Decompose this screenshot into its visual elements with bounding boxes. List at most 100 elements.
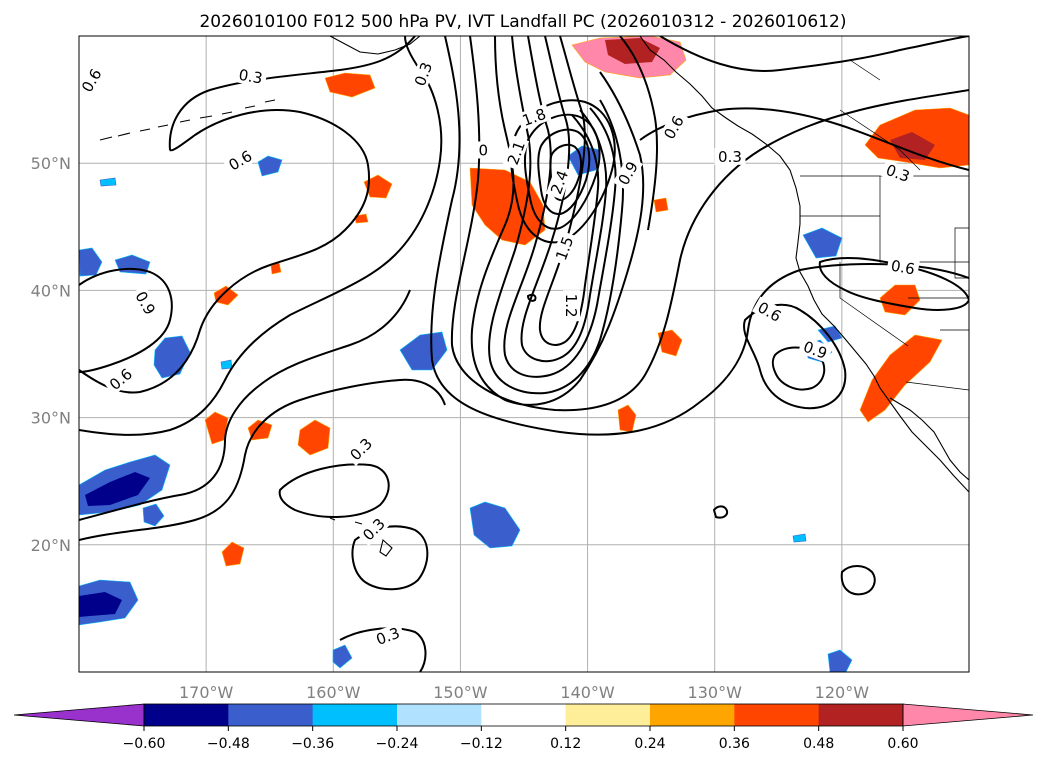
lon-tick-label: 130°W [688,683,743,702]
pv-contour-line [278,463,390,518]
colorbar-tick-label: 0.12 [550,736,581,752]
pv-contour-line [523,113,601,230]
positive-anomaly-region [859,334,943,423]
hawaiian-islands [329,517,393,557]
political-boundaries [800,59,969,391]
negative-anomaly-region [99,177,117,187]
negative-anomaly-region [469,501,521,549]
contour-label: 1.2 [562,290,581,322]
pv-contour-line [79,36,443,436]
pv-contour-line [430,36,969,436]
contour-label-text: 0.3 [718,148,742,166]
positive-anomaly-region [617,404,637,433]
positive-anomaly-region [363,174,393,199]
colorbar: −0.60 −0.48 −0.36 −0.24 −0.12 0.12 0.24 0.36 0.4… [13,703,1034,752]
contour-label-bg [563,290,581,322]
pv-contour-line [79,109,371,394]
aleutian-islands [99,99,276,141]
positive-anomaly-region [653,197,669,213]
lat-tick-label: 50°N [31,154,71,173]
north-america-coastline [639,36,969,493]
colorbar-block [734,704,820,726]
contour-label-bg [516,103,552,131]
colorbar-tick-label: −0.12 [460,736,503,752]
contour-label-bg [612,155,643,191]
longitude-tick-labels: 170°W 160°W 150°W 140°W 130°W 120°W [179,683,869,702]
colorbar-tick-label: −0.60 [123,736,166,752]
colorbar-tick-label: 0.36 [719,736,750,752]
lon-tick-label: 160°W [306,683,361,702]
pv-contour-line [743,303,847,410]
colorbar-block [650,704,735,726]
lat-tick-label: 20°N [31,536,71,555]
colorbar-under-extension [13,703,145,727]
pv-contour-line [659,36,969,72]
pv-contour-line [537,128,591,216]
negative-anomaly-region [257,155,283,177]
contour-label-bg [233,65,268,88]
baja-california-coastline [889,397,969,481]
contour-label-bg [222,145,258,176]
colorbar-tick-label: −0.48 [207,736,250,752]
colorbar-block [397,704,482,726]
map-background [79,36,969,672]
colorbar-tick-label: 0.48 [803,736,834,752]
pv-contours [79,36,969,672]
contour-label-bg [476,141,490,159]
positive-anomaly-region [657,329,683,357]
contour-label: 0 [476,141,490,159]
contour-label-bg [103,362,138,396]
state-boundaries [800,176,969,347]
contour-labels: 0.6 0.30.60.90.60.30.30.30.301.82.12.41.5… [76,56,920,650]
contour-label-bg [409,56,437,92]
pv-contour-line [351,525,429,591]
negative-anomaly-region [79,247,103,277]
positive-anomaly-region [213,285,239,306]
map-panel: 0.6 0.30.60.90.60.30.30.30.301.82.12.41.5… [76,35,970,673]
lon-tick-label: 120°W [815,683,870,702]
contour-label: 0.3 [714,147,746,166]
colorbar-ticks: −0.60 −0.48 −0.36 −0.24 −0.12 0.12 0.24 0.36 0.4… [123,726,919,752]
negative-anomaly-region [79,592,122,617]
contour-label-bg [714,147,746,165]
pv-contour-line [619,36,659,231]
pv-contour-line [339,627,427,672]
pv-contour-line [488,36,625,395]
contour-label: 0.9 [612,155,643,191]
latitude-tick-labels: 20°N 30°N 40°N 50°N [31,154,71,555]
negative-anomaly-region [399,331,448,371]
colorbar-blocks [144,704,904,726]
contour-label-text: 0 [479,141,489,159]
lon-tick-label: 150°W [433,683,488,702]
pv-contour-line [510,99,616,244]
contour-label-bg [797,336,833,364]
positive-anomaly-region [221,541,245,567]
contour-label-bg [76,62,107,98]
contour-label-bg [502,135,530,171]
pv-contour-line [526,293,537,302]
lon-tick-label: 170°W [179,683,234,702]
contour-label-bg [356,512,391,547]
contour-label-text: 1.2 [562,294,580,318]
pv-contour-line [79,289,411,521]
colorbar-tick-label: 0.60 [887,736,918,752]
colorbar-tick-label: −0.36 [291,736,334,752]
lat-tick-label: 40°N [31,281,71,300]
contour-label-text: 0.6 [890,257,917,279]
negative-anomaly-region [802,227,843,259]
contour-label: 0.3 [233,65,268,88]
contour-label: 0.6 [886,255,920,279]
positive-anomaly-region [324,72,376,98]
lon-tick-label: 140°W [560,683,615,702]
contour-label: 1.5 [550,230,578,266]
colorbar-block [481,704,567,726]
contour-label-bg [886,255,920,279]
contour-label-bg [880,159,916,187]
pv-contour-line [549,143,583,202]
positive-anomaly-region [354,213,369,224]
contour-label-bg [545,164,573,200]
lat-tick-label: 30°N [31,409,71,428]
contour-label-text: 0.3 [237,66,264,88]
contour-label-bg [130,285,161,321]
